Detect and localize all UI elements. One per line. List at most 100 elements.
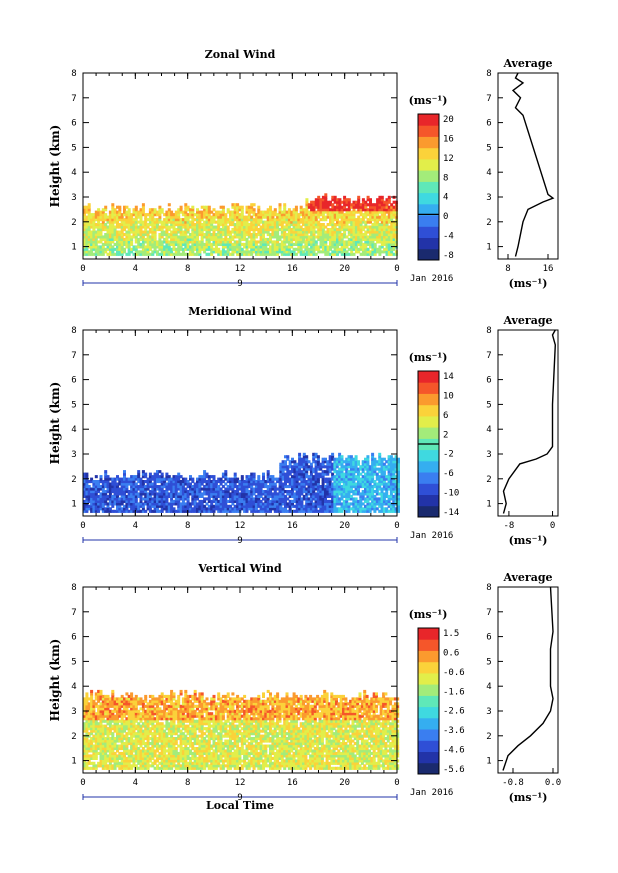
heatmap-cell	[390, 213, 394, 217]
heatmap-cell	[331, 507, 335, 511]
heatmap-cell	[165, 245, 169, 249]
heatmap-cell	[295, 502, 299, 506]
heatmap-cell	[385, 465, 389, 469]
heatmap-cell	[349, 470, 353, 474]
heatmap-cell	[224, 250, 228, 254]
heatmap-cell	[165, 252, 169, 256]
heatmap-cell	[326, 467, 330, 471]
heatmap-cell	[130, 502, 134, 506]
heatmap-cell	[97, 717, 101, 721]
heatmap-cell	[219, 504, 223, 508]
heatmap-cell	[387, 457, 391, 461]
heatmap-cell	[111, 218, 115, 222]
heatmap-cell	[170, 507, 174, 511]
heatmap-cell	[382, 465, 386, 469]
heatmap-cell	[92, 509, 96, 513]
heatmap-cell	[359, 477, 363, 481]
heatmap-cell	[371, 233, 375, 237]
heatmap-cell	[226, 225, 230, 229]
heatmap-cell	[345, 228, 349, 232]
heatmap-cell	[238, 487, 242, 491]
heatmap-cell	[338, 213, 342, 217]
heatmap-cell	[97, 764, 101, 768]
heatmap-cell	[97, 694, 101, 698]
heatmap-cell	[371, 485, 375, 489]
heatmap-cell	[326, 507, 330, 511]
heatmap-cell	[153, 485, 157, 489]
heatmap-cell	[373, 480, 377, 484]
heatmap-cell	[196, 213, 199, 217]
heatmap-cell	[137, 213, 141, 217]
heatmap-cell	[345, 252, 349, 256]
heatmap-cell	[357, 475, 360, 479]
colorbar-tick-label: 20	[443, 115, 454, 125]
heatmap-cell	[132, 228, 136, 232]
heatmap-cell	[193, 225, 197, 229]
heatmap-cell	[385, 509, 389, 513]
heatmap-cell	[146, 485, 150, 489]
heatmap-cell	[382, 494, 386, 498]
heatmap-cell	[229, 499, 232, 503]
heatmap-cell	[328, 490, 332, 494]
heatmap-cell	[170, 509, 174, 513]
heatmap-cell	[123, 218, 126, 222]
heatmap-cell	[345, 465, 349, 469]
heatmap-cell	[335, 487, 339, 491]
heatmap-cell	[101, 213, 105, 217]
average-profile-line	[511, 72, 555, 257]
heatmap-cell	[243, 235, 247, 239]
heatmap-cell	[252, 223, 256, 227]
heatmap-cell	[83, 485, 86, 489]
heatmap-cell	[349, 477, 353, 481]
heatmap-cell	[177, 240, 181, 244]
heatmap-cell	[364, 490, 367, 494]
heatmap-cell	[221, 237, 225, 241]
heatmap-cell	[123, 472, 126, 476]
heatmap-cell	[158, 220, 162, 224]
heatmap-cell	[247, 242, 251, 246]
heatmap-cell	[262, 480, 265, 484]
heatmap-cell	[307, 250, 311, 254]
heatmap-cell	[97, 497, 101, 501]
heatmap-cell	[305, 198, 309, 202]
heatmap-cell	[236, 250, 240, 254]
heatmap-cell	[254, 487, 258, 491]
heatmap-cell	[236, 235, 240, 239]
heatmap-cell	[148, 228, 152, 232]
heatmap-cell	[158, 494, 162, 498]
heatmap-cell	[139, 218, 143, 222]
heatmap-cell	[85, 724, 89, 728]
heatmap-cell	[316, 509, 320, 513]
heatmap-cell	[352, 482, 356, 486]
heatmap-cell	[316, 497, 320, 501]
heatmap-cell	[214, 225, 218, 229]
heatmap-cell	[158, 480, 162, 484]
heatmap-cell	[221, 502, 225, 506]
heatmap-cell	[87, 744, 91, 748]
heatmap-cell	[229, 230, 232, 234]
heatmap-cell	[350, 225, 354, 229]
heatmap-cell	[85, 487, 89, 491]
heatmap-cell	[335, 457, 339, 461]
heatmap-cell	[294, 223, 298, 227]
heatmap-cell	[148, 252, 152, 256]
heatmap-cell	[231, 228, 235, 232]
heatmap-cell	[127, 482, 131, 486]
heatmap-cell	[343, 208, 347, 212]
heatmap-cell	[366, 462, 370, 466]
heatmap-cell	[247, 504, 251, 508]
heatmap-cell	[371, 455, 375, 459]
heatmap-cell	[141, 220, 145, 224]
heatmap-cell	[177, 492, 181, 496]
heatmap-cell	[376, 225, 380, 229]
heatmap-cell	[335, 502, 339, 506]
heatmap-cell	[326, 480, 330, 484]
heatmap-cell	[307, 247, 311, 251]
heatmap-cell	[371, 462, 375, 466]
heatmap-cell	[299, 208, 303, 212]
heatmap-cell	[184, 487, 188, 491]
heatmap-cell	[347, 200, 351, 204]
heatmap-cell	[380, 492, 384, 496]
heatmap-cell	[252, 213, 256, 217]
heatmap-cell	[191, 497, 195, 501]
